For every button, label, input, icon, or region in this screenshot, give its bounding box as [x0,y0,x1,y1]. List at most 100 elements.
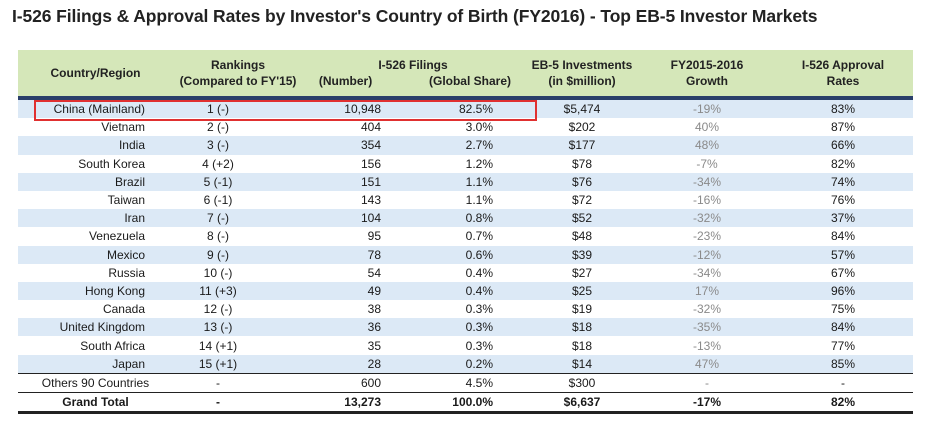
table-row: South Africa 14 (+1) 35 0.3% $18 -13% 77% [18,336,913,355]
cell-share: 0.3% [393,336,523,355]
cell-investment: $48 [523,227,641,246]
cell-share: 4.5% [393,372,523,393]
cell-growth: -7% [641,154,773,173]
table-row: Vietnam 2 (-) 404 3.0% $202 40% 87% [18,118,913,137]
cell-rank: 3 (-) [173,136,303,155]
header-investments: EB-5 Investments (in $million) [523,50,641,100]
cell-country: Hong Kong [18,281,173,301]
cell-growth: -13% [641,336,773,355]
cell-growth: -12% [641,245,773,264]
cell-country: India [18,136,173,155]
cell-growth: -17% [641,391,773,415]
cell-rank: 15 (+1) [173,354,303,374]
cell-country: China (Mainland) [18,98,173,119]
cell-country: Others 90 Countries [18,372,173,393]
cell-rank: - [173,372,303,393]
cell-country: Vietnam [18,118,173,137]
cell-investment: $19 [523,300,641,319]
cell-approval: 74% [773,172,913,191]
table-row: Venezuela 8 (-) 95 0.7% $48 -23% 84% [18,227,913,246]
cell-rank: 14 (+1) [173,336,303,355]
cell-country: Mexico [18,245,173,264]
cell-number: 49 [303,281,393,301]
cell-investment: $72 [523,190,641,210]
table-row: Hong Kong 11 (+3) 49 0.4% $25 17% 96% [18,281,913,301]
cell-approval: 82% [773,154,913,173]
header-rankings: Rankings (Compared to FY'15) [173,50,303,100]
cell-number: 156 [303,154,393,173]
cell-rank: 4 (+2) [173,154,303,173]
cell-investment: $52 [523,209,641,228]
cell-rank: 7 (-) [173,209,303,228]
page-title: I-526 Filings & Approval Rates by Invest… [12,6,818,26]
cell-share: 0.3% [393,318,523,337]
cell-rank: - [173,391,303,415]
table-row: Iran 7 (-) 104 0.8% $52 -32% 37% [18,209,913,228]
cell-number: 95 [303,227,393,246]
cell-share: 0.8% [393,209,523,228]
cell-approval: 37% [773,209,913,228]
cell-country: Japan [18,354,173,374]
cell-rank: 9 (-) [173,245,303,264]
cell-country: Venezuela [18,227,173,246]
header-approval: I-526 Approval Rates [773,50,913,100]
cell-share: 0.6% [393,245,523,264]
cell-investment: $39 [523,245,641,264]
cell-number: 28 [303,354,393,374]
cell-number: 35 [303,336,393,355]
header-country: Country/Region [18,50,173,100]
cell-growth: -35% [641,318,773,337]
cell-share: 2.7% [393,136,523,155]
table-row: Others 90 Countries -600 4.5% $300- - [18,372,913,393]
cell-rank: 10 (-) [173,263,303,282]
cell-growth: -32% [641,209,773,228]
table-row: Russia 10 (-) 54 0.4% $27 -34% 67% [18,263,913,282]
cell-approval: 84% [773,318,913,337]
cell-rank: 12 (-) [173,300,303,319]
cell-investment: $25 [523,281,641,301]
cell-rank: 1 (-) [173,98,303,119]
cell-rank: 2 (-) [173,118,303,137]
cell-investment: $177 [523,136,641,155]
cell-growth: -23% [641,227,773,246]
cell-share: 0.2% [393,354,523,374]
cell-approval: 76% [773,190,913,210]
cell-rank: 6 (-1) [173,190,303,210]
cell-growth: -34% [641,172,773,191]
table-row: United Kingdom 13 (-) 36 0.3% $18 -35% 84% [18,318,913,337]
cell-growth: 48% [641,136,773,155]
cell-investment: $78 [523,154,641,173]
cell-approval: 66% [773,136,913,155]
table-row: South Korea 4 (+2) 156 1.2% $78 -7% 82% [18,154,913,173]
cell-approval: - [773,372,913,393]
cell-investment: $300 [523,372,641,393]
cell-country: South Korea [18,154,173,173]
cell-growth: 17% [641,281,773,301]
table-row: Grand Total -13,273 100.0% $6,637 -17% 82% [18,391,913,415]
cell-investment: $6,637 [523,391,641,415]
cell-investment: $18 [523,336,641,355]
cell-number: 404 [303,118,393,137]
cell-investment: $202 [523,118,641,137]
cell-share: 0.7% [393,227,523,246]
cell-share: 0.4% [393,263,523,282]
cell-approval: 87% [773,118,913,137]
cell-approval: 82% [773,391,913,415]
cell-approval: 75% [773,300,913,319]
cell-share: 1.1% [393,172,523,191]
cell-number: 13,273 [303,391,393,415]
cell-number: 143 [303,190,393,210]
cell-country: Russia [18,263,173,282]
cell-rank: 13 (-) [173,318,303,337]
header-growth: FY2015-2016 Growth [641,50,773,100]
cell-number: 151 [303,172,393,191]
table-row: Taiwan 6 (-1) 143 1.1% $72 -16% 76% [18,190,913,210]
cell-investment: $14 [523,354,641,374]
cell-growth: 47% [641,354,773,374]
cell-number: 78 [303,245,393,264]
table-row: Japan 15 (+1) 28 0.2% $14 47% 85% [18,354,913,374]
cell-share: 0.3% [393,300,523,319]
cell-approval: 96% [773,281,913,301]
header-filings-number: (Number) [318,74,373,88]
cell-number: 54 [303,263,393,282]
